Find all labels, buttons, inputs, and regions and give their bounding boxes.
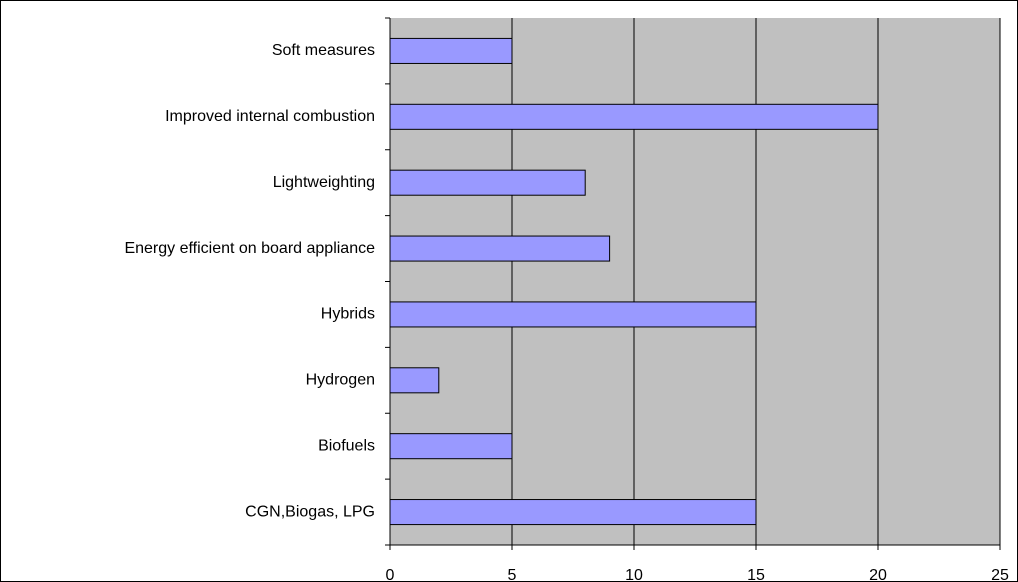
bar	[389, 301, 757, 328]
bar	[389, 433, 513, 460]
y-tick-label: Soft measures	[272, 42, 375, 59]
bar	[389, 169, 586, 196]
bar	[389, 235, 611, 262]
x-tick-label: 15	[747, 567, 765, 582]
y-tick-label: Improved internal combustion	[165, 108, 375, 125]
x-tick-label: 25	[991, 567, 1009, 582]
y-tick-label: Energy efficient on board appliance	[124, 240, 375, 257]
x-tick-label: 5	[508, 567, 517, 582]
y-tick-label: Lightweighting	[273, 174, 375, 191]
y-tick-label: Hydrogen	[306, 372, 375, 389]
x-tick-label: 10	[625, 567, 643, 582]
bar	[389, 103, 879, 130]
bar	[389, 367, 440, 394]
bar	[389, 37, 513, 64]
x-tick-label: 20	[869, 567, 887, 582]
x-tick-label: 0	[386, 567, 395, 582]
y-tick-label: Biofuels	[318, 437, 375, 454]
y-tick-label: Hybrids	[321, 306, 375, 323]
bar	[389, 499, 757, 526]
y-tick-label: CGN,Biogas, LPG	[245, 503, 375, 520]
plot-area	[390, 18, 1000, 545]
